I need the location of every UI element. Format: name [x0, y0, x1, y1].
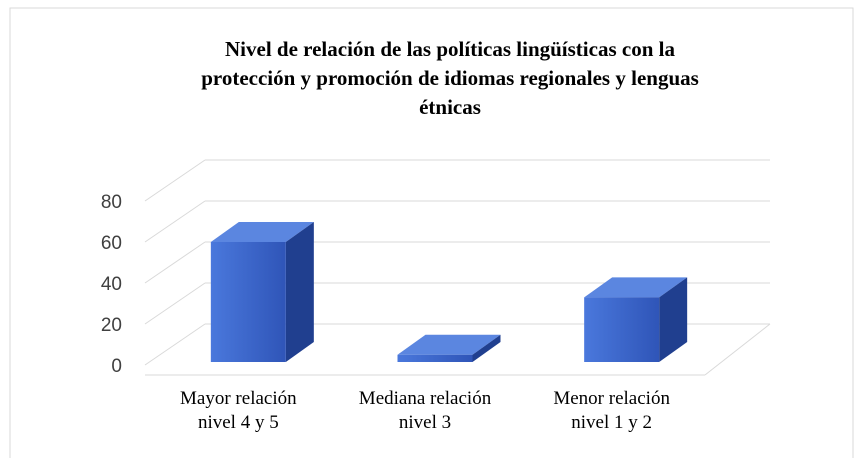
x-tick-label: nivel 4 y 5: [198, 412, 279, 433]
chart-frame: [9, 7, 854, 458]
x-tick-label: Menor relación: [553, 388, 670, 409]
x-tick-label: Mayor relación: [180, 388, 297, 409]
grid-line: [144, 159, 206, 202]
grid-line: [144, 282, 206, 325]
y-tick-label: 80: [101, 192, 122, 213]
grid-line: [144, 200, 206, 243]
bar-top: [210, 222, 314, 242]
chart-title: Nivel de relación de las políticas lingü…: [225, 37, 675, 61]
x-tick-label: Mediana relación: [359, 388, 492, 409]
grid-line: [144, 241, 206, 284]
floor-edge: [704, 323, 771, 376]
x-tick-label: nivel 3: [399, 412, 451, 433]
bar: [210, 242, 286, 362]
bar-side: [472, 334, 501, 362]
bar-top: [397, 334, 501, 355]
bar: [584, 297, 660, 362]
y-tick-label: 0: [111, 356, 122, 377]
bar-side: [659, 277, 688, 362]
y-tick-label: 40: [101, 274, 122, 295]
chart-title: étnicas: [419, 95, 481, 119]
bar-side: [285, 222, 314, 362]
bar-top: [584, 277, 688, 298]
chart-title: protección y promoción de idiomas region…: [201, 66, 699, 90]
y-tick-label: 60: [101, 233, 122, 254]
x-tick-label: nivel 1 y 2: [571, 412, 652, 433]
bar: [397, 354, 473, 362]
y-tick-label: 20: [101, 315, 122, 336]
grid-line: [144, 323, 206, 366]
